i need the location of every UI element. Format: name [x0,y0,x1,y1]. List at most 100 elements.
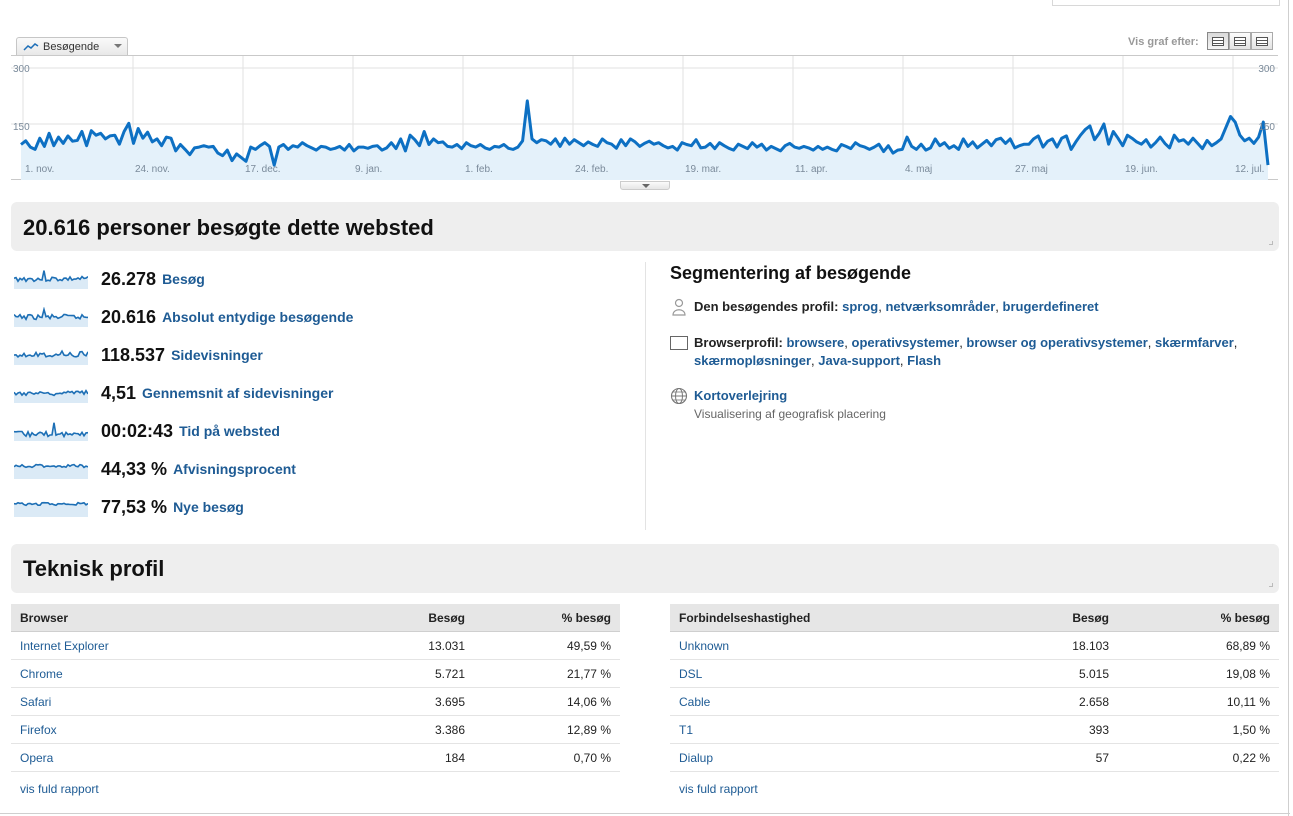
divider [645,262,646,530]
col-header-visits-pct[interactable]: % besøg [474,604,620,632]
view-toggle-group [1207,32,1273,50]
metric-link[interactable]: Tid på websted [179,423,280,439]
metric-value: 26.278 [101,268,157,289]
visits-pct-cell: 1,50 % [1118,715,1279,744]
x-tick-label: 1. feb. [465,164,493,175]
y-tick-label: 300 [13,64,30,75]
row-name-link[interactable]: DSL [670,659,990,688]
visits-cell: 5.015 [990,659,1118,688]
view-week-button[interactable] [1229,32,1251,50]
segment-link[interactable]: sprog [842,299,879,314]
segment-link[interactable]: skærmfarver [1155,335,1234,350]
visits-cell: 3.695 [331,687,474,716]
visits-pct-cell: 0,70 % [474,743,620,772]
visits-pct-cell: 12,89 % [474,715,620,744]
view-month-button[interactable] [1251,32,1273,50]
search-input[interactable] [1052,0,1280,6]
person-icon [672,298,686,316]
segment-link[interactable]: operativsystemer [851,335,960,350]
table-row: DSL 5.015 19,08 % [670,659,1279,688]
sparkline-icon [14,349,88,365]
row-name-link[interactable]: Opera [11,743,331,772]
row-name-link[interactable]: Dialup [670,743,990,772]
visitors-chart: 300 150 300 150 1. nov. 24. nov. 17. dec. 9. ja… [11,55,1278,180]
segment-link[interactable]: skærmopløsninger [694,353,812,368]
metric-value: 118.537 [101,344,166,365]
metric-row: 20.616 Absolut entydige besøgende [14,305,353,329]
metric-row: 4,51 Gennemsnit af sidevisninger [14,381,333,405]
metric-row: 118.537 Sidevisninger [14,343,263,367]
y-tick-label: 150 [13,122,30,133]
table-row: T1 393 1,50 % [670,715,1279,744]
y-tick-label-right: 150 [1258,122,1275,133]
segment-link[interactable]: brugerdefineret [1002,299,1099,314]
row-name-link[interactable]: Unknown [670,631,990,660]
segment-browser-profile: Browserprofil: browsere, operativsysteme… [670,334,1270,370]
metric-link[interactable]: Sidevisninger [171,347,263,363]
connection-speed-table: Forbindelseshastighed Besøg % besøg Unkn… [670,604,1279,772]
metric-value: 4,51 [101,382,137,403]
map-overlay-link[interactable]: Kortoverlejring [694,388,788,403]
page-frame-right [1288,0,1289,816]
visitors-chart-svg: 300 150 300 150 1. nov. 24. nov. 17. dec. 9. ja… [11,55,1278,180]
visits-cell: 393 [990,715,1118,744]
col-header-visits[interactable]: Besøg [331,604,474,632]
col-header-visits-pct[interactable]: % besøg [1118,604,1279,632]
sparkline-icon [14,422,88,441]
view-by-label: Vis graf efter: [1128,36,1199,48]
table-row: Firefox 3.386 12,89 % [11,715,620,744]
table-row: Chrome 5.721 21,77 % [11,659,620,688]
view-day-button[interactable] [1207,32,1229,50]
browser-full-report-link[interactable]: vis fuld rapport [20,782,99,796]
metric-dropdown[interactable]: Besøgende [16,37,128,55]
series-line [20,99,1270,167]
x-tick-label: 19. mar. [685,164,721,175]
chart-expand-handle[interactable] [620,181,670,190]
sparkline-icon [14,270,88,289]
segment-visitor-profile: Den besøgendes profil: sprog, netværksom… [670,298,1270,316]
metric-dropdown-label: Besøgende [43,40,100,53]
x-tick-label: 24. feb. [575,164,608,175]
metric-row: 26.278 Besøg [14,267,205,291]
series-area [21,100,1268,180]
browser-profile-label: Browserprofil: [694,335,783,350]
metric-link[interactable]: Nye besøg [173,499,244,515]
segment-link[interactable]: netværksområder [885,299,996,314]
metric-link[interactable]: Gennemsnit af sidevisninger [142,385,334,401]
segment-link[interactable]: Flash [907,353,942,368]
sparkline-icon [14,463,88,479]
x-tick-label: 1. nov. [25,164,54,175]
col-header-browser[interactable]: Browser [11,604,331,632]
browser-window-icon [670,336,688,350]
table-row: Safari 3.695 14,06 % [11,687,620,716]
row-name-link[interactable]: Internet Explorer [11,631,331,660]
metric-link[interactable]: Besøg [162,271,205,287]
col-header-connection-speed[interactable]: Forbindelseshastighed [670,604,990,632]
x-tick-label: 24. nov. [135,164,170,175]
visits-cell: 13.031 [331,631,474,660]
metric-link[interactable]: Absolut entydige besøgende [162,309,354,325]
x-tick-label: 19. jun. [1125,164,1158,175]
row-name-link[interactable]: Chrome [11,659,331,688]
segment-link[interactable]: browser og operativsystemer [966,335,1148,350]
row-name-link[interactable]: T1 [670,715,990,744]
visits-cell: 184 [331,743,474,772]
row-name-link[interactable]: Safari [11,687,331,716]
segment-link[interactable]: browsere [786,335,845,350]
connection-full-report-link[interactable]: vis fuld rapport [679,782,758,796]
row-name-link[interactable]: Cable [670,687,990,716]
segment-link[interactable]: Java-support [818,353,900,368]
week-view-icon [1234,36,1246,46]
tech-profile-header: Teknisk profil [11,544,1279,593]
visits-pct-cell: 49,59 % [474,631,620,660]
metric-value: 20.616 [101,306,157,327]
col-header-visits[interactable]: Besøg [990,604,1118,632]
metric-link[interactable]: Afvisningsprocent [173,461,296,477]
visits-pct-cell: 21,77 % [474,659,620,688]
resize-corner-icon [1269,241,1273,245]
visits-cell: 18.103 [990,631,1118,660]
visits-cell: 5.721 [331,659,474,688]
table-row: Internet Explorer 13.031 49,59 % [11,631,620,660]
x-tick-label: 9. jan. [355,164,382,175]
row-name-link[interactable]: Firefox [11,715,331,744]
